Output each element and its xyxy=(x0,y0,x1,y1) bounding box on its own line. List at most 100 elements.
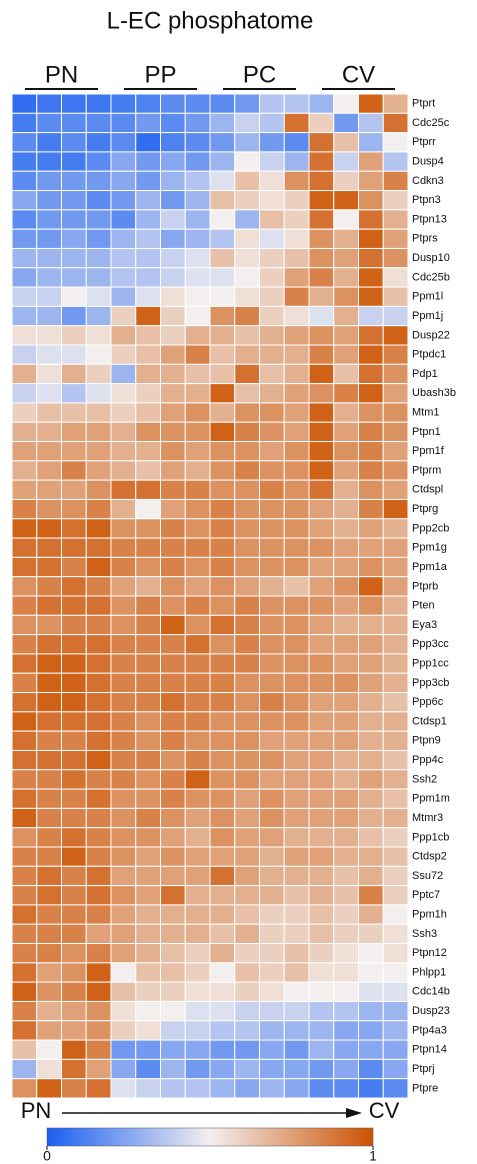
heatmap-cell xyxy=(308,634,335,655)
heatmap-cell xyxy=(135,711,161,732)
heatmap-cell xyxy=(184,460,211,481)
heatmap-cell xyxy=(36,749,62,771)
heatmap-cell xyxy=(36,267,62,288)
heatmap-cell xyxy=(110,595,137,616)
heatmap-cell xyxy=(382,228,409,249)
row-label: Dusp10 xyxy=(412,252,450,264)
heatmap-cell xyxy=(160,190,186,211)
heatmap-cell xyxy=(234,769,260,790)
heatmap-cell xyxy=(85,325,112,346)
heatmap-cell xyxy=(308,807,335,829)
heatmap-cell xyxy=(259,846,285,867)
heatmap-cell xyxy=(160,363,186,385)
heatmap-cell xyxy=(61,576,87,597)
heatmap-cell xyxy=(61,962,87,983)
heatmap-cell xyxy=(85,846,112,867)
heatmap-cell xyxy=(283,132,310,153)
heatmap-cell xyxy=(110,170,137,192)
heatmap-cell xyxy=(234,827,260,848)
heatmap-cell xyxy=(135,228,161,249)
heatmap-cell xyxy=(160,653,186,674)
heatmap-cell xyxy=(135,151,161,172)
heatmap-cell xyxy=(184,962,211,983)
heatmap-cell xyxy=(110,962,137,983)
heatmap-cell xyxy=(36,132,62,153)
heatmap-cell xyxy=(61,247,87,269)
heatmap-cell xyxy=(308,460,335,481)
heatmap-cell xyxy=(135,325,161,346)
heatmap-cell xyxy=(184,537,211,558)
heatmap-cell xyxy=(61,692,87,713)
row-label: Ptprg xyxy=(412,503,438,515)
heatmap-cell xyxy=(283,93,310,114)
heatmap-cell xyxy=(135,769,161,790)
row-label: Ssh3 xyxy=(412,928,437,940)
heatmap-cell xyxy=(283,923,310,945)
heatmap-cell xyxy=(11,421,38,443)
heatmap-cell xyxy=(11,692,38,713)
heatmap-cell xyxy=(382,383,409,404)
row-label: Ptprb xyxy=(412,580,438,592)
heatmap-cell xyxy=(184,614,211,636)
heatmap-cell xyxy=(85,1020,112,1041)
heatmap-cell xyxy=(184,1000,211,1022)
heatmap-cell xyxy=(11,151,38,172)
heatmap-cell xyxy=(61,441,87,462)
heatmap-cell xyxy=(209,981,236,1002)
heatmap-cell xyxy=(259,962,285,983)
heatmap-cell xyxy=(36,421,62,443)
heatmap-cell xyxy=(308,93,335,114)
heatmap-cell xyxy=(209,93,236,114)
heatmap-cell xyxy=(358,305,384,327)
heatmap-cell xyxy=(259,441,285,462)
heatmap-cell xyxy=(11,1058,38,1080)
heatmap-cell xyxy=(283,807,310,829)
heatmap-cell xyxy=(11,441,38,462)
heatmap-cell xyxy=(135,1058,161,1080)
heatmap-cell xyxy=(11,344,38,365)
heatmap-cell xyxy=(209,556,236,578)
heatmap-cell xyxy=(160,827,186,848)
heatmap-cell xyxy=(61,190,87,211)
heatmap-cell xyxy=(333,170,359,192)
heatmap-cell xyxy=(184,112,211,134)
heatmap-cell xyxy=(234,305,260,327)
heatmap-cell xyxy=(135,209,161,230)
heatmap-cell xyxy=(36,402,62,423)
heatmap-cell xyxy=(234,846,260,867)
heatmap-cell xyxy=(333,556,359,578)
heatmap-cell xyxy=(110,209,137,230)
heatmap-cell xyxy=(135,363,161,385)
heatmap-cell xyxy=(382,788,409,809)
heatmap-cell xyxy=(135,788,161,809)
heatmap-cell xyxy=(61,672,87,694)
heatmap-cell xyxy=(259,730,285,751)
heatmap-cell xyxy=(283,344,310,365)
heatmap-cell xyxy=(85,498,112,520)
heatmap-cell xyxy=(135,653,161,674)
heatmap-cell xyxy=(259,556,285,578)
heatmap-cell xyxy=(308,962,335,983)
heatmap-cell xyxy=(259,460,285,481)
heatmap-cell xyxy=(209,711,236,732)
heatmap-cell xyxy=(184,344,211,365)
heatmap-cell xyxy=(308,247,335,269)
heatmap-cell xyxy=(382,885,409,906)
heatmap-cell xyxy=(333,692,359,713)
heatmap-cell xyxy=(36,209,62,230)
row-label: Mtm1 xyxy=(412,406,440,418)
heatmap-cell xyxy=(382,421,409,443)
heatmap-cell xyxy=(11,112,38,134)
row-label: Cdc25b xyxy=(412,271,450,283)
heatmap-cell xyxy=(61,286,87,307)
heatmap-cell xyxy=(283,402,310,423)
heatmap-cell xyxy=(110,247,137,269)
heatmap-cell xyxy=(61,383,87,404)
heatmap-cell xyxy=(382,1000,409,1022)
heatmap-cell xyxy=(61,325,87,346)
heatmap-cell xyxy=(184,267,211,288)
heatmap-cell xyxy=(85,267,112,288)
heatmap-cell xyxy=(160,1039,186,1060)
heatmap-cell xyxy=(110,498,137,520)
heatmap-cell xyxy=(209,846,236,867)
